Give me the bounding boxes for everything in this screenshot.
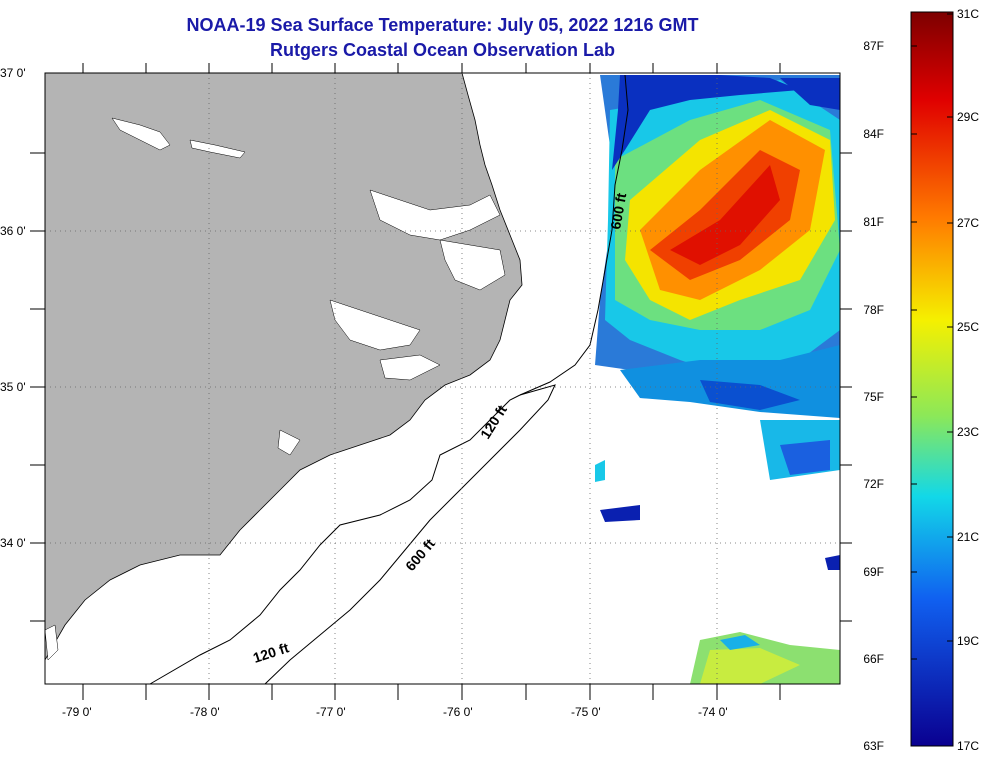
map-subtitle: Rutgers Coastal Ocean Observation Lab — [269, 40, 616, 60]
lat-label-37: 37 0' — [0, 66, 26, 80]
colorbar-label-27c: 27C — [957, 216, 980, 230]
colorbar-label-66f: 66F — [863, 652, 884, 666]
lon-label-74: -74 0' — [698, 705, 728, 719]
colorbar-label-69f: 69F — [863, 565, 884, 579]
lat-label-35: 35 0' — [0, 380, 26, 394]
colorbar-gradient — [910, 11, 954, 747]
colorbar-label-21c: 21C — [957, 530, 980, 544]
colorbar-label-19c: 19C — [957, 634, 980, 648]
colorbar-label-72f: 72F — [863, 477, 884, 491]
lon-label-75: -75 0' — [571, 705, 601, 719]
bathymetry-contours — [149, 74, 629, 685]
colorbar-label-75f: 75F — [863, 390, 884, 404]
contour-label-600ft-north: 600 ft — [607, 191, 629, 230]
axis-ticks — [30, 63, 852, 700]
colorbar-label-17c: 17C — [957, 739, 980, 753]
inland-water — [45, 117, 506, 661]
lat-label-34: 34 0' — [0, 536, 26, 550]
graticule — [45, 73, 840, 684]
colorbar-label-84f: 84F — [863, 127, 884, 141]
map-title: NOAA-19 Sea Surface Temperature: July 05… — [186, 15, 699, 35]
lon-label-78: -78 0' — [190, 705, 220, 719]
colorbar-label-87f: 87F — [863, 39, 884, 53]
lon-label-77: -77 0' — [316, 705, 346, 719]
colorbar-label-63f: 63F — [863, 739, 884, 753]
sst-data-field — [595, 75, 840, 684]
lat-label-36: 36 0' — [0, 224, 26, 238]
colorbar-label-31c: 31C — [957, 7, 980, 21]
lon-label-79: -79 0' — [62, 705, 92, 719]
colorbar-label-25c: 25C — [957, 320, 980, 334]
colorbar-label-81f: 81F — [863, 215, 884, 229]
colorbar-label-78f: 78F — [863, 303, 884, 317]
colorbar-label-29c: 29C — [957, 110, 980, 124]
colorbar-ticks — [911, 13, 953, 660]
lon-label-76: -76 0' — [443, 705, 473, 719]
colorbar-label-23c: 23C — [957, 425, 980, 439]
